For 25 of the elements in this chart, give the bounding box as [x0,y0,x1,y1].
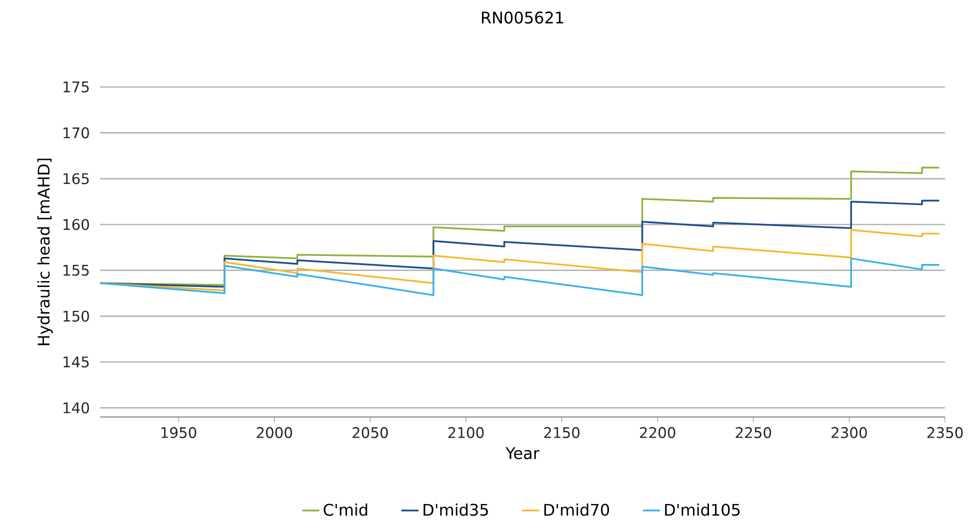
legend-label: C'mid [324,503,368,516]
legend-label: D'mid105 [665,503,740,516]
x-tick-label: 2050 [352,427,388,438]
legend-label: D'mid35 [424,503,488,516]
x-tick-label: 2200 [640,427,676,438]
line-series [100,258,940,296]
y-tick-label: 165 [64,173,89,184]
y-tick-label: 140 [64,402,89,414]
chart-title: RN005621 [482,12,564,24]
x-tick-label: 2150 [544,427,580,438]
y-tick-label: 155 [64,264,89,276]
x-tick-label: 2250 [736,427,772,438]
x-tick-label: 2100 [448,427,484,438]
y-tick-label: 175 [64,82,89,92]
y-tick-label: 170 [64,127,89,138]
legend-label: D'mid70 [544,503,609,516]
y-tick-label: 150 [64,310,89,322]
x-tick-label: 2350 [927,427,963,438]
y-axis-title: Hydraulic head [mAHD] [37,158,53,346]
x-tick-label: 1950 [162,427,196,438]
x-axis-title: Year [506,447,540,460]
y-tick-label: 145 [64,356,89,368]
x-tick-label: 2300 [832,427,867,438]
y-tick-label: 160 [64,218,89,230]
x-tick-label: 2000 [256,427,292,438]
